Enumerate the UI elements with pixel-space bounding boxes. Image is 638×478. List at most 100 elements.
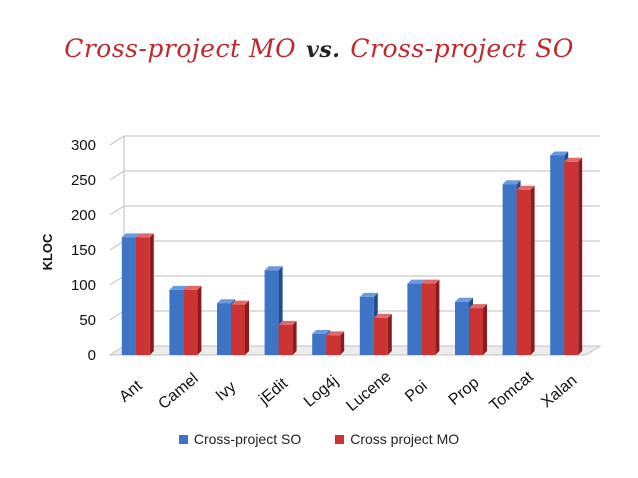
bar-top <box>312 330 331 334</box>
title-vs: vs. <box>306 37 341 63</box>
legend-label-so: Cross-project SO <box>193 431 302 447</box>
bar-top <box>564 157 583 162</box>
bar-front <box>264 270 279 355</box>
bar-mo-camel <box>183 285 202 355</box>
bar-mo-xalan <box>564 157 583 355</box>
y-tick-label: 100 <box>71 277 96 294</box>
bar-front <box>550 155 565 355</box>
bar-top <box>407 279 426 284</box>
bar-mo-prop <box>469 304 487 355</box>
bar-top <box>231 300 249 305</box>
legend-label-mo: Cross project MO <box>350 431 460 447</box>
bar-front <box>516 189 531 355</box>
y-tick-label: 250 <box>71 172 96 189</box>
y-axis-ticks: 0 50 100 150 200 250 300 <box>71 137 96 364</box>
bar-front <box>455 301 469 355</box>
legend: Cross-project SO Cross project MO <box>0 431 638 447</box>
bar-top <box>135 233 154 238</box>
bar-top <box>326 331 345 336</box>
bar-side <box>197 285 202 355</box>
bar-top <box>169 285 188 290</box>
bar-top <box>264 266 283 271</box>
x-tick-label: Ivy <box>213 378 240 404</box>
bar-front <box>312 334 327 355</box>
bar-front <box>217 303 231 355</box>
bar-side <box>435 279 440 355</box>
gridline-depth <box>109 310 125 321</box>
x-tick-label: Lucene <box>343 368 394 415</box>
gridline-depth <box>109 240 125 251</box>
bar-front <box>421 283 436 355</box>
bar-front <box>564 161 579 355</box>
legend-item-so: Cross-project SO <box>178 431 302 447</box>
gridline-depth <box>109 275 125 286</box>
x-tick-label: Poi <box>402 378 431 406</box>
bar-front <box>278 324 293 355</box>
y-axis-label: KLOC <box>40 233 55 270</box>
x-tick-label: Camel <box>155 370 201 413</box>
bar-side <box>340 331 345 355</box>
x-tick-label: Ant <box>116 377 146 406</box>
bar-top <box>278 320 297 325</box>
gridline-depth <box>109 170 125 181</box>
bar-front <box>121 237 136 355</box>
bar-mo-log4j <box>326 331 345 355</box>
bar-mo-poi <box>421 279 440 355</box>
bar-top <box>373 313 392 318</box>
bar-mo-ant <box>135 233 154 355</box>
legend-swatch-mo <box>335 434 345 444</box>
gridline-depth <box>109 135 125 146</box>
title-left: Cross-project MO <box>64 34 297 63</box>
bar-top <box>455 297 473 302</box>
bar-top <box>359 292 378 297</box>
bar-top <box>469 304 487 309</box>
y-tick-label: 200 <box>71 207 96 224</box>
y-tick-label: 0 <box>88 347 96 364</box>
bar-side <box>387 313 392 355</box>
title-right: Cross-project SO <box>350 34 574 63</box>
bar-side <box>530 185 535 355</box>
y-tick-label: 50 <box>79 312 96 329</box>
bar-top <box>421 279 440 284</box>
bar-front <box>169 289 184 355</box>
bar-front <box>135 237 150 355</box>
bar-side <box>245 300 249 355</box>
legend-item-mo: Cross project MO <box>335 431 459 447</box>
legend-swatch-so <box>178 434 188 444</box>
bar-mo-ivy <box>231 300 249 355</box>
bar-front <box>183 289 198 355</box>
x-tick-label: Log4j <box>301 372 342 410</box>
bar-mo-lucene <box>373 313 392 355</box>
bar-mo-jedit <box>278 320 297 355</box>
x-tick-label: Xalan <box>538 372 580 411</box>
bar-top <box>183 285 202 290</box>
bar-top <box>502 180 521 185</box>
bar-side <box>578 157 583 355</box>
y-tick-label: 150 <box>71 242 96 259</box>
y-tick-label: 300 <box>71 137 96 154</box>
bar-side <box>149 233 154 355</box>
x-axis-ticks: Ant Camel Ivy jEdit Log4j Lucene Poi Prop Tomcat… <box>116 368 580 415</box>
bar-top <box>516 185 535 190</box>
x-tick-label: Prop <box>446 374 483 409</box>
bar-top <box>121 233 140 238</box>
bar-front <box>231 304 245 355</box>
bars <box>121 151 583 355</box>
bar-mo-tomcat <box>516 185 535 355</box>
bar-side <box>292 320 297 355</box>
x-tick-label: jEdit <box>256 375 292 409</box>
gridline-depth <box>109 205 125 216</box>
x-tick-label: Tomcat <box>486 368 537 415</box>
bar-front <box>502 184 517 355</box>
bar-front <box>359 296 374 355</box>
bar-top <box>550 151 569 156</box>
chart-title: Cross-project MO vs. Cross-project SO <box>0 34 638 63</box>
bar-front <box>469 308 483 355</box>
bar-front <box>373 317 388 355</box>
bar-chart: 0 50 100 150 200 250 300 Ant Camel Ivy jEdit Log4j… <box>40 135 602 415</box>
bar-front <box>326 335 341 355</box>
bar-top <box>217 299 235 304</box>
bar-side <box>483 304 487 355</box>
bar-front <box>407 283 422 355</box>
